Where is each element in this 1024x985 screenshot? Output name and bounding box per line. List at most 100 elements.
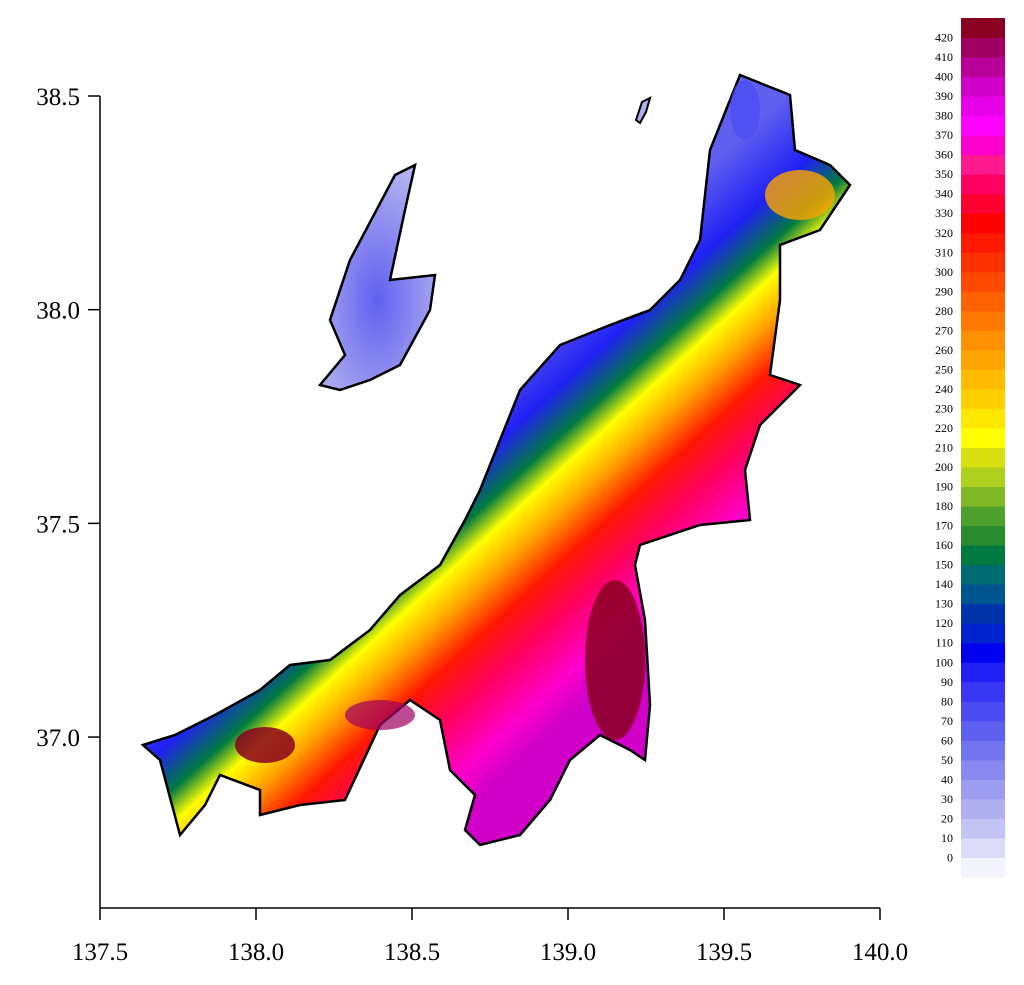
colorbar-label: 180 (935, 499, 953, 513)
y-tick-label: 37.5 (36, 511, 80, 538)
colorbar-swatch (961, 408, 1005, 429)
colorbar-label: 70 (941, 714, 953, 728)
colorbar-swatch (961, 57, 1005, 78)
colorbar-swatch (961, 213, 1005, 234)
colorbar-label: 10 (941, 831, 953, 845)
colorbar-label: 410 (935, 50, 953, 64)
colorbar-swatch (961, 701, 1005, 722)
colorbar-label: 310 (935, 245, 953, 259)
colorbar-label: 0 (947, 850, 953, 864)
colorbar-swatch (961, 37, 1005, 58)
colorbar-label: 140 (935, 577, 953, 591)
sado-island (317, 162, 437, 392)
heavy-snow-area (585, 580, 645, 740)
colorbar-swatch (961, 545, 1005, 566)
colorbar-swatch (961, 486, 1005, 507)
colorbar-swatch (961, 154, 1005, 175)
colorbar-label: 250 (935, 362, 953, 376)
colorbar-swatch (961, 76, 1005, 97)
colorbar-swatch (961, 467, 1005, 488)
colorbar-swatch (961, 232, 1005, 253)
colorbar-swatch (961, 779, 1005, 800)
colorbar-swatch (961, 310, 1005, 331)
colorbar-swatch (961, 115, 1005, 136)
colorbar-label: 50 (941, 753, 953, 767)
colorbar-swatch (961, 369, 1005, 390)
x-tick-label: 139.0 (540, 939, 596, 966)
colorbar-swatch (961, 174, 1005, 195)
colorbar-label: 350 (935, 167, 953, 181)
land (140, 73, 852, 847)
colorbar-swatch (961, 603, 1005, 624)
colorbar-swatch (961, 584, 1005, 605)
colorbar-label: 380 (935, 109, 953, 123)
colorbar-label: 390 (935, 89, 953, 103)
colorbar-label: 300 (935, 265, 953, 279)
x-tick-label: 137.5 (72, 939, 128, 966)
colorbar-label: 240 (935, 382, 953, 396)
colorbar-swatch (961, 330, 1005, 351)
x-tick-label: 138.5 (384, 939, 440, 966)
colorbar-swatch (961, 506, 1005, 527)
colorbar-label: 60 (941, 733, 953, 747)
colorbar-swatch (961, 681, 1005, 702)
colorbar-swatch (961, 525, 1005, 546)
colorbar-label: 330 (935, 206, 953, 220)
y-tick-label: 37.0 (36, 725, 80, 752)
colorbar-label: 150 (935, 558, 953, 572)
colorbar-swatch (961, 388, 1005, 409)
colorbar-swatch (961, 271, 1005, 292)
colorbar-label: 270 (935, 323, 953, 337)
colorbar-swatch (961, 193, 1005, 214)
colorbar-label: 370 (935, 128, 953, 142)
y-tick-label: 38.5 (36, 84, 80, 111)
colorbar-swatch (961, 447, 1005, 468)
colorbar-label: 420 (935, 31, 953, 45)
colorbar-label: 280 (935, 304, 953, 318)
heavy-snow-area (235, 727, 295, 763)
colorbar-swatch (961, 759, 1005, 780)
colorbar-label: 230 (935, 401, 953, 415)
colorbar-label: 290 (935, 284, 953, 298)
colorbar-label: 320 (935, 226, 953, 240)
colorbar-label: 210 (935, 441, 953, 455)
colorbar-label: 110 (935, 636, 953, 650)
colorbar-swatch (961, 96, 1005, 117)
colorbar-label: 400 (935, 70, 953, 84)
x-tick-label: 140.0 (852, 939, 908, 966)
colorbar-label: 190 (935, 480, 953, 494)
colorbar-swatch (961, 642, 1005, 663)
awashima-island (634, 96, 652, 125)
colorbar-swatch (961, 720, 1005, 741)
colorbar-label: 80 (941, 694, 953, 708)
colorbar-swatch (961, 818, 1005, 839)
colorbar-swatch (961, 564, 1005, 585)
colorbar-label: 220 (935, 421, 953, 435)
colorbar-label: 20 (941, 811, 953, 825)
colorbar-swatch (961, 252, 1005, 273)
colorbar-label: 90 (941, 675, 953, 689)
colorbar-swatch (961, 18, 1005, 39)
colorbar-label: 260 (935, 343, 953, 357)
colorbar-label: 170 (935, 519, 953, 533)
colorbar-swatch (961, 135, 1005, 156)
colorbar-swatch (961, 740, 1005, 761)
colorbar-swatch (961, 623, 1005, 644)
colorbar-label: 360 (935, 148, 953, 162)
colorbar-label: 130 (935, 597, 953, 611)
x-tick-label: 138.0 (228, 939, 284, 966)
colorbar-label: 30 (941, 792, 953, 806)
inland-high (765, 170, 835, 220)
colorbar-label: 200 (935, 460, 953, 474)
colorbar-label: 100 (935, 655, 953, 669)
x-tick-label: 139.5 (696, 939, 752, 966)
coast-low (730, 80, 760, 140)
colorbar: 0 10 20 30 40 50 60 70 80 90 100 110 120 130 140 150 160… (935, 18, 1005, 878)
ticks: 137.5 138.0 138.5 139.0 139.5 140.0 37.0 37.5 38… (36, 84, 908, 966)
y-tick-label: 38.0 (36, 298, 80, 325)
colorbar-swatch (961, 798, 1005, 819)
colorbar-label: 340 (935, 187, 953, 201)
colorbar-swatch (961, 427, 1005, 448)
colorbar-label: 40 (941, 772, 953, 786)
